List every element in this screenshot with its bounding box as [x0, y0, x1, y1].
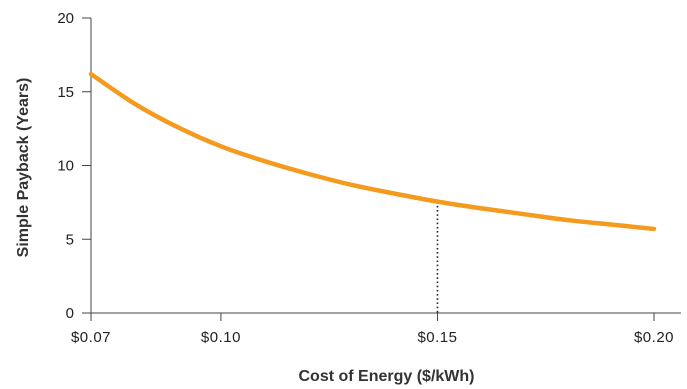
y-tick-label: 15 [57, 84, 74, 101]
y-tick-label: 10 [57, 158, 74, 175]
y-tick-label: 0 [66, 305, 74, 322]
y-axis-title: Simple Payback (Years) [15, 78, 32, 258]
x-tick-label: $0.20 [634, 329, 674, 346]
x-axis-title: Cost of Energy ($/kWh) [298, 368, 474, 385]
x-tick-label: $0.10 [201, 329, 241, 346]
x-ticks: $0.07 $0.10 $0.15 $0.20 [71, 313, 674, 346]
x-tick-label: $0.07 [71, 329, 111, 346]
chart-axes [90, 18, 681, 314]
x-tick-label: $0.15 [417, 329, 457, 346]
y-ticks: 0 5 10 15 20 [57, 10, 91, 322]
y-tick-label: 20 [57, 10, 74, 27]
series-line [88, 71, 657, 232]
y-tick-label: 5 [66, 231, 74, 248]
